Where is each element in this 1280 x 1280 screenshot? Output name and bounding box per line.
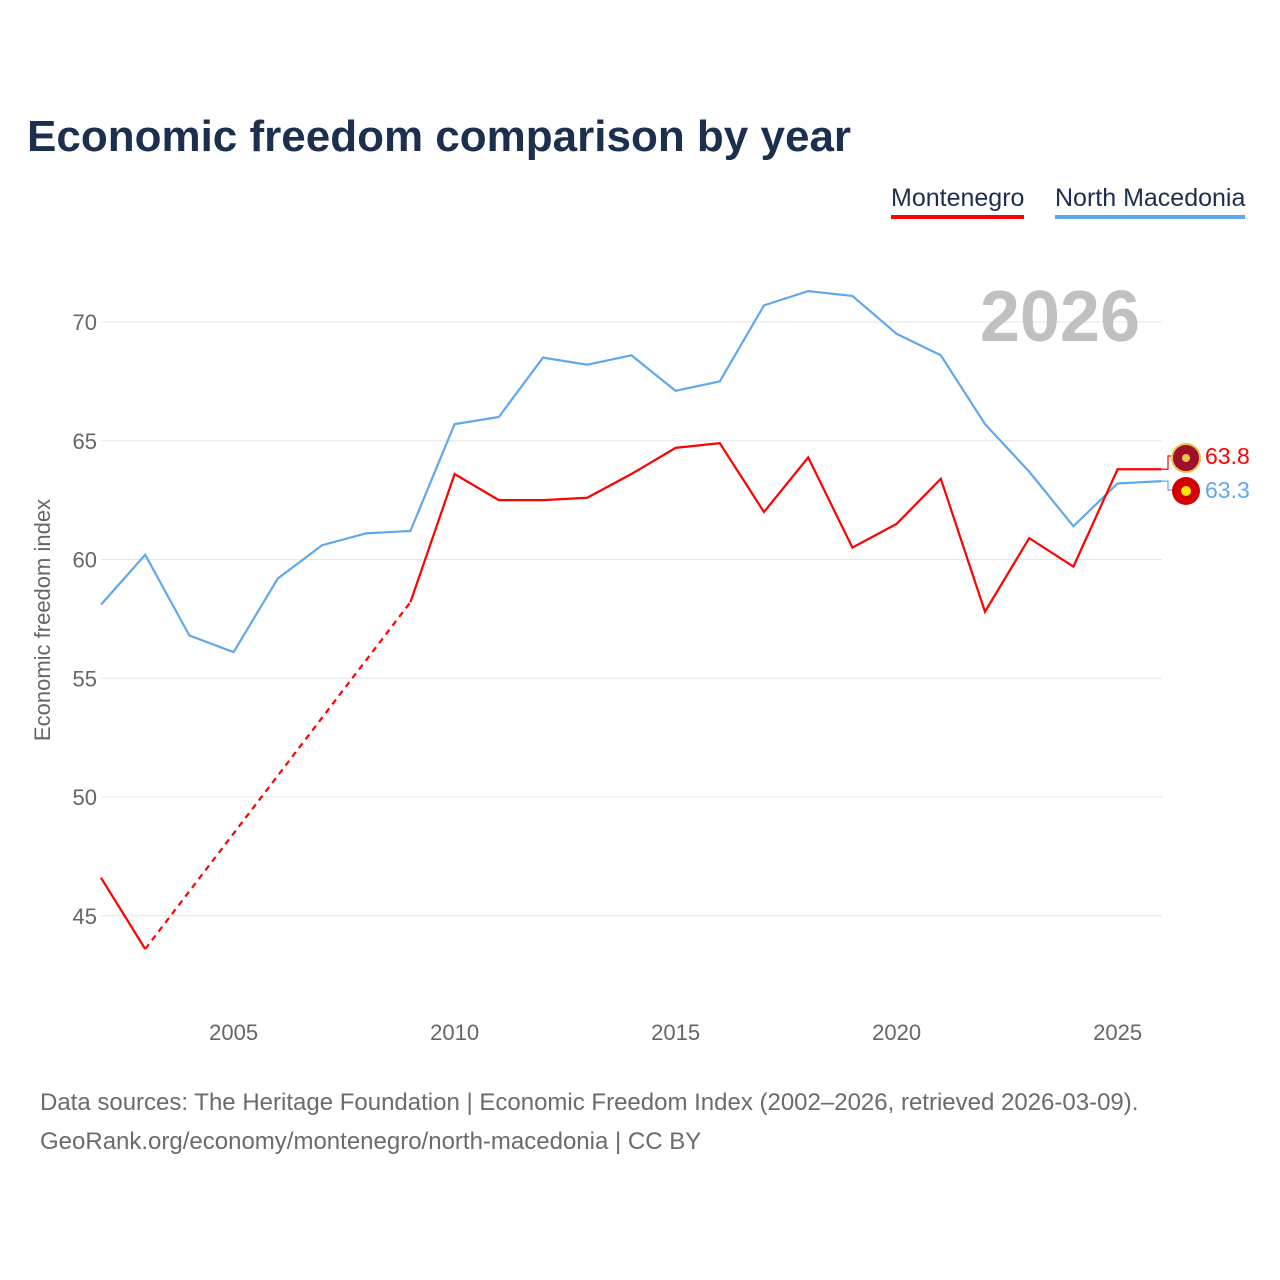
y-tick-label: 45: [73, 904, 97, 929]
source-line-1: Data sources: The Heritage Foundation | …: [40, 1089, 1139, 1116]
line-montenegro: [100, 877, 147, 950]
y-tick-label: 50: [73, 785, 97, 810]
legend-north-macedonia[interactable]: North Macedonia: [1055, 184, 1246, 219]
y-tick-label: 55: [73, 666, 97, 691]
chart-title: Economic freedom comparison by year: [27, 112, 852, 161]
label-connector-north-macedonia: [1162, 480, 1174, 491]
x-tick-label: 2015: [651, 1020, 700, 1045]
y-tick-label: 60: [73, 548, 97, 573]
line-north-macedonia: [100, 290, 1162, 654]
legend-montenegro[interactable]: Montenegro: [891, 184, 1025, 219]
flag-emblem-montenegro: [1182, 454, 1190, 462]
flag-emblem-north-macedonia: [1181, 486, 1191, 496]
end-value-label-north-macedonia: 63.3: [1205, 477, 1250, 503]
label-connector-montenegro: [1162, 455, 1174, 470]
x-tick-label: 2010: [430, 1020, 479, 1045]
y-tick-label: 65: [73, 429, 97, 454]
source-line-2: GeoRank.org/economy/montenegro/north-mac…: [40, 1128, 702, 1155]
y-axis-label: Economic freedom index: [30, 499, 55, 741]
x-tick-label: 2020: [872, 1020, 921, 1045]
gap-line-montenegro: [144, 601, 412, 950]
x-tick-label: 2005: [209, 1020, 258, 1045]
year-watermark: 2026: [980, 277, 1140, 357]
y-tick-label: 70: [73, 310, 97, 335]
x-tick-label: 2025: [1093, 1020, 1142, 1045]
end-value-label-montenegro: 63.8: [1205, 443, 1250, 469]
line-montenegro: [409, 441, 1162, 615]
